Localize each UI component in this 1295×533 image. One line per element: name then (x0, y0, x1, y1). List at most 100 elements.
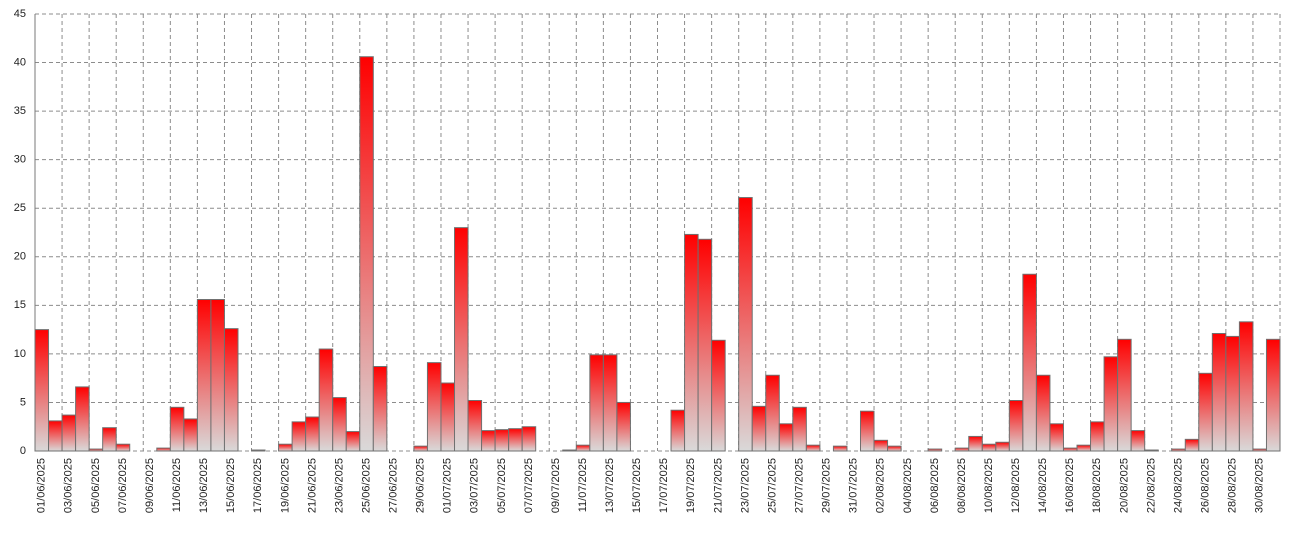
x-tick-label: 02/08/2025 (875, 458, 887, 513)
x-tick-label: 29/06/2025 (415, 458, 427, 513)
bar (196, 299, 212, 452)
x-tick-label: 15/06/2025 (225, 458, 237, 513)
bar (873, 439, 889, 452)
x-tick-label: 29/07/2025 (821, 458, 833, 513)
x-tick-label: 13/06/2025 (198, 458, 210, 513)
x-tick-label: 14/08/2025 (1037, 458, 1049, 513)
x-tick-label: 13/07/2025 (604, 458, 616, 513)
bar (711, 339, 726, 452)
x-tick-label: 28/08/2025 (1227, 458, 1239, 513)
bar (1035, 374, 1051, 452)
bar (954, 447, 970, 452)
bar (927, 448, 943, 452)
bar (1090, 421, 1105, 452)
bar (968, 435, 983, 452)
x-tick-label: 11/06/2025 (171, 458, 183, 512)
bar (1184, 438, 1200, 452)
x-tick-label: 01/06/2025 (36, 458, 48, 513)
bar (251, 449, 266, 452)
bar (332, 397, 347, 452)
bar (697, 238, 713, 452)
x-tick-label: 21/07/2025 (712, 458, 724, 513)
x-tick-label: 12/08/2025 (1010, 458, 1022, 513)
bar (1130, 430, 1146, 452)
x-tick-label: 30/08/2025 (1254, 458, 1266, 513)
bar (1062, 447, 1078, 452)
x-tick-label: 19/07/2025 (685, 458, 697, 513)
bar (291, 421, 307, 452)
bar (738, 197, 753, 452)
y-tick-label: 15 (14, 299, 26, 311)
bar (1103, 356, 1119, 452)
y-tick-label: 25 (14, 202, 26, 214)
bars (34, 56, 1281, 452)
bar (1022, 273, 1037, 452)
bar (1225, 335, 1240, 452)
bar (792, 406, 807, 452)
bar (61, 414, 77, 452)
x-tick-label: 20/08/2025 (1118, 458, 1130, 513)
x-tick-label: 24/08/2025 (1172, 458, 1184, 513)
bar (481, 430, 496, 452)
bar (278, 443, 293, 452)
bar (521, 426, 537, 452)
x-tick-label: 19/06/2025 (279, 458, 291, 513)
labels: 0 5 10 15 20 25 30 35 40 45 01/06/2025 03/06/2025 05… (14, 8, 1266, 513)
y-tick-label: 40 (14, 56, 26, 68)
bar (48, 420, 63, 452)
x-tick-label: 08/08/2025 (956, 458, 968, 513)
bar (684, 233, 699, 452)
bar (670, 409, 686, 452)
bar (440, 382, 456, 452)
x-tick-label: 16/08/2025 (1064, 458, 1076, 513)
x-tick-label: 22/08/2025 (1145, 458, 1157, 513)
bar (859, 410, 875, 452)
bar (995, 441, 1010, 452)
bar (589, 354, 604, 452)
bar (778, 423, 794, 452)
bar (413, 445, 428, 452)
bar (765, 374, 780, 452)
y-tick-label: 10 (14, 348, 26, 360)
bar (318, 348, 334, 452)
x-tick-label: 07/07/2025 (523, 458, 535, 513)
x-tick-label: 27/06/2025 (388, 458, 400, 513)
x-tick-label: 17/06/2025 (252, 458, 264, 513)
bar (1008, 400, 1024, 452)
bar (115, 443, 131, 452)
bar (751, 405, 767, 452)
bar (494, 429, 510, 452)
x-tick-label: 01/07/2025 (442, 458, 454, 513)
y-tick-label: 30 (14, 154, 26, 166)
bar (1049, 423, 1064, 452)
bar (156, 447, 171, 452)
x-tick-label: 03/07/2025 (469, 458, 481, 513)
grid (34, 13, 1281, 452)
x-tick-label: 26/08/2025 (1199, 458, 1211, 513)
bar (1238, 321, 1254, 452)
y-tick-label: 0 (20, 445, 26, 457)
bar (1265, 338, 1281, 452)
bar (887, 445, 902, 452)
bar (359, 56, 374, 452)
x-tick-label: 09/06/2025 (144, 458, 156, 513)
bar (981, 443, 997, 452)
x-tick-label: 09/07/2025 (550, 458, 562, 513)
y-tick-label: 20 (14, 251, 26, 263)
bar (169, 406, 185, 452)
bar (1076, 444, 1092, 452)
bar (602, 354, 618, 452)
y-tick-label: 35 (14, 105, 26, 117)
x-tick-label: 03/06/2025 (63, 458, 75, 513)
x-tick-label: 06/08/2025 (929, 458, 941, 513)
bar (210, 299, 225, 452)
bar (575, 444, 591, 452)
y-tick-label: 5 (20, 396, 26, 408)
x-tick-label: 23/07/2025 (739, 458, 751, 513)
x-tick-label: 05/06/2025 (90, 458, 102, 513)
bar (454, 227, 469, 452)
bar (223, 328, 239, 452)
x-tick-label: 15/07/2025 (631, 458, 643, 513)
